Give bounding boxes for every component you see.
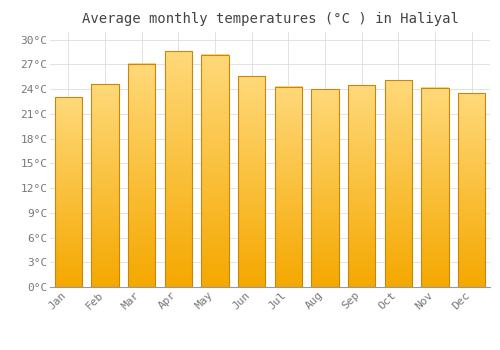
Bar bbox=[384, 80, 412, 287]
Title: Average monthly temperatures (°C ) in Haliyal: Average monthly temperatures (°C ) in Ha… bbox=[82, 12, 458, 26]
Bar bbox=[54, 97, 82, 287]
Bar bbox=[421, 88, 448, 287]
Bar bbox=[274, 87, 302, 287]
Bar bbox=[91, 84, 119, 287]
Bar bbox=[164, 51, 192, 287]
Bar bbox=[238, 76, 266, 287]
Bar bbox=[458, 93, 485, 287]
Bar bbox=[348, 85, 376, 287]
Bar bbox=[201, 55, 229, 287]
Bar bbox=[311, 89, 339, 287]
Bar bbox=[128, 64, 156, 287]
